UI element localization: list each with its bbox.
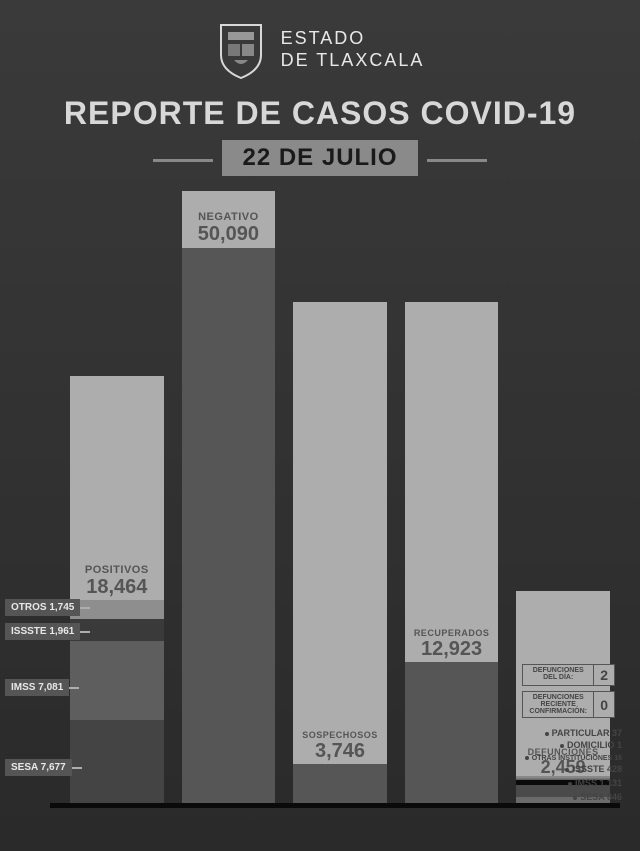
report-title: REPORTE DE CASOS COVID-19 xyxy=(0,95,640,132)
state-line1: ESTADO xyxy=(281,28,425,50)
dlabel-issste: ISSSTE 428 xyxy=(565,764,622,774)
val-sospechosos: 3,746 xyxy=(293,740,387,763)
cat-positivos: POSITIVOS xyxy=(70,564,164,576)
cat-sospechosos: SOSPECHOSOS xyxy=(293,730,387,740)
label-sesa: SESA 7,677 xyxy=(5,759,72,776)
val-recuperados: 12,923 xyxy=(405,638,499,661)
defbox-dia-val: 2 xyxy=(594,664,615,686)
defbox-rec-l3: CONFIRMACIÓN: xyxy=(527,708,589,715)
state-shield-icon xyxy=(216,20,266,80)
defbox-dia-l1: DEFUNCIONES xyxy=(527,667,589,674)
bar-negativo: NEGATIVO 50,090 xyxy=(182,191,276,806)
label-imss: IMSS 7,081 xyxy=(5,679,69,696)
bar-sospechosos: SOSPECHOSOS 3,746 xyxy=(293,191,387,806)
val-positivos: 18,464 xyxy=(70,576,164,599)
date-wrap: 22 DE JULIO xyxy=(0,140,640,176)
seg-sospechosos xyxy=(293,764,387,806)
label-issste: ISSSTE 1,961 xyxy=(5,623,80,640)
report-date: 22 DE JULIO xyxy=(222,140,417,176)
bar-recuperados: RECUPERADOS 12,923 xyxy=(405,191,499,806)
defbox-rec-l1: DEFUNCIONES xyxy=(527,694,589,701)
dlabel-imss: IMSS 1,131 xyxy=(568,778,622,788)
seg-negativo xyxy=(182,248,276,806)
cat-negativo: NEGATIVO xyxy=(182,211,276,223)
def-box-dia: DEFUNCIONES DEL DÍA: 2 xyxy=(522,664,615,686)
state-line2: DE TLAXCALA xyxy=(281,50,425,72)
dlabel-otras: OTRAS INSTITUCIONES 16 xyxy=(525,755,622,762)
seg-otros xyxy=(70,600,164,619)
header: ESTADO DE TLAXCALA xyxy=(0,0,640,95)
baseline xyxy=(50,803,620,808)
label-otros: OTROS 1,745 xyxy=(5,599,80,616)
defbox-dia-l2: DEL DÍA: xyxy=(527,674,589,681)
seg-recuperados xyxy=(405,662,499,806)
dlabel-domicilio: DOMICILIO 1 xyxy=(560,740,622,750)
defbox-rec-l2: RECIENTE xyxy=(527,701,589,708)
seg-imss xyxy=(70,641,164,720)
def-box-reciente: DEFUNCIONES RECIENTE CONFIRMACIÓN: 0 xyxy=(522,691,615,718)
seg-sesa xyxy=(70,720,164,806)
bar-positivos: POSITIVOS 18,464 xyxy=(70,191,164,806)
cat-recuperados: RECUPERADOS xyxy=(405,628,499,638)
state-name: ESTADO DE TLAXCALA xyxy=(281,28,425,71)
val-negativo: 50,090 xyxy=(182,223,276,246)
chart-area: POSITIVOS 18,464 NEGATIVO 50,090 SOSPECH… xyxy=(20,186,620,816)
dlabel-particular: PARTICULAR 37 xyxy=(545,728,622,738)
defbox-rec-val: 0 xyxy=(594,691,615,718)
dlabel-sesa: SESA 846 xyxy=(573,792,622,802)
